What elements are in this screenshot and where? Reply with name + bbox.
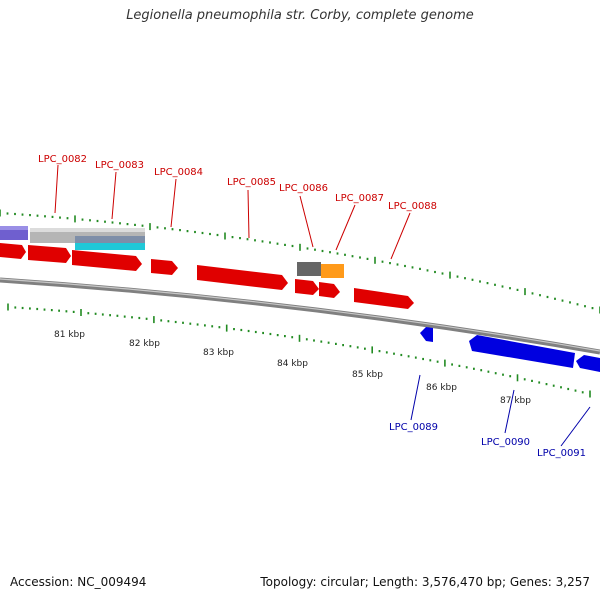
ruler-label: 87 kbp — [500, 396, 531, 406]
feature-bar-purple-highlight — [0, 226, 28, 230]
gene-arrow-forward[interactable] — [197, 265, 288, 290]
map-title: Legionella pneumophila str. Corby, compl… — [126, 8, 474, 23]
label-leader-line — [111, 171, 117, 220]
gene-label-forward[interactable]: LPC_0088 — [388, 201, 437, 212]
genome-backbone — [0, 277, 600, 355]
ruler-labels: 81 kbp 82 kbp 83 kbp 84 kbp 85 kbp 86 kb… — [54, 330, 531, 406]
label-leader-line — [560, 406, 591, 447]
accession-text: Accession: NC_009494 — [10, 575, 147, 589]
label-leader-line — [299, 195, 314, 248]
feature-bar-grey-highlight — [30, 228, 145, 232]
label-leader-line — [54, 164, 59, 214]
gene-label-reverse[interactable]: LPC_0089 — [389, 422, 438, 433]
label-leader-line — [504, 389, 515, 434]
ruler-label: 82 kbp — [129, 339, 160, 349]
feature-bar-slate — [75, 236, 145, 243]
ruler-label: 84 kbp — [277, 359, 308, 369]
gene-arrow-forward[interactable] — [354, 288, 414, 309]
gene-label-forward[interactable]: LPC_0082 — [38, 154, 87, 165]
forward-gene-labels: LPC_0082 LPC_0083 LPC_0084 LPC_0085 LPC_… — [38, 154, 437, 260]
reverse-gene-track — [420, 327, 600, 372]
gene-arrow-reverse[interactable] — [420, 327, 433, 342]
feature-track — [0, 226, 344, 278]
label-leader-line — [335, 204, 356, 251]
gene-arrow-forward[interactable] — [72, 250, 142, 271]
ruler-tick-track — [7, 303, 591, 398]
gene-arrow-forward[interactable] — [28, 245, 71, 263]
ruler-label: 85 kbp — [352, 370, 383, 380]
feature-bar-orange — [321, 264, 344, 278]
label-leader-line — [410, 374, 421, 421]
gene-label-forward[interactable]: LPC_0086 — [279, 183, 328, 194]
gene-arrow-forward[interactable] — [295, 279, 319, 295]
gene-label-forward[interactable]: LPC_0087 — [335, 193, 384, 204]
label-leader-line — [247, 189, 250, 239]
gene-label-forward[interactable]: LPC_0083 — [95, 160, 144, 171]
ruler-label: 86 kbp — [426, 383, 457, 393]
gene-label-forward[interactable]: LPC_0084 — [154, 167, 203, 178]
forward-gene-track — [0, 243, 414, 309]
genome-backbone-highlight — [0, 278, 600, 352]
gene-arrow-forward[interactable] — [319, 282, 340, 298]
gene-label-forward[interactable]: LPC_0085 — [227, 177, 276, 188]
ruler-label: 83 kbp — [203, 348, 234, 358]
gene-label-reverse[interactable]: LPC_0091 — [537, 448, 586, 459]
genome-summary-text: Topology: circular; Length: 3,576,470 bp… — [260, 575, 590, 589]
ruler-label: 81 kbp — [54, 330, 85, 340]
feature-bar-dark — [297, 262, 321, 276]
outer-tick-track — [0, 209, 600, 314]
gene-label-reverse[interactable]: LPC_0090 — [481, 437, 530, 448]
feature-bar-cyan — [75, 243, 145, 250]
gene-arrow-forward[interactable] — [0, 243, 26, 259]
gene-arrow-forward[interactable] — [151, 259, 178, 275]
gene-arrow-reverse[interactable] — [576, 355, 600, 372]
label-leader-line — [390, 212, 411, 260]
label-leader-line — [170, 178, 177, 228]
reverse-gene-labels: LPC_0089 LPC_0090 LPC_0091 — [389, 374, 591, 459]
gene-arrow-reverse[interactable] — [469, 335, 575, 368]
